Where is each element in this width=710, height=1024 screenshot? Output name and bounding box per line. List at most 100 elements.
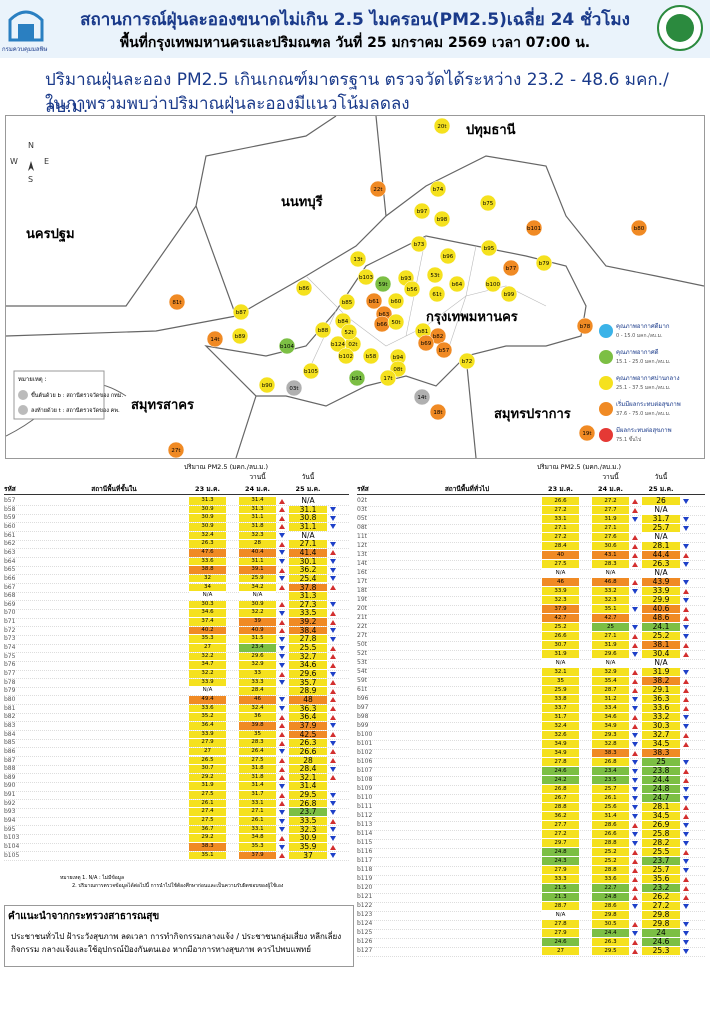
trend-arrow: [632, 831, 638, 837]
station-code: 54t: [357, 668, 367, 675]
station-code: b115: [357, 839, 373, 846]
pm-value: 34.5: [642, 812, 680, 820]
pm-value: 32.7: [289, 653, 327, 661]
trend-arrow: [330, 766, 336, 772]
trend-arrow: [632, 948, 638, 954]
pm-value: 31.3: [189, 497, 226, 505]
header-rule: [357, 494, 705, 495]
pm-value: 31.3: [239, 505, 276, 514]
pm-value: 26.9: [642, 821, 680, 829]
pm-value: 24.8: [542, 848, 579, 856]
trend-arrow: [683, 768, 689, 774]
station-code: b122: [357, 902, 373, 909]
pm-value: 27.8: [542, 920, 579, 928]
province: ปทุมธานี: [466, 122, 516, 138]
row-rule: [357, 910, 705, 912]
pm-value: 32.2: [189, 670, 226, 678]
pm-value: 29.3: [592, 731, 629, 739]
svg-text:W: W: [10, 157, 18, 166]
pm-value: 23.5: [592, 776, 629, 784]
pm-value: 29.9: [642, 596, 680, 604]
pm-value: 29.1: [642, 686, 680, 694]
trend-arrow: [279, 507, 285, 513]
station-code: 52t: [357, 650, 367, 657]
trend-arrow: [683, 921, 689, 927]
trend-arrow: [330, 809, 336, 815]
pm-value: 36.4: [289, 713, 327, 721]
pm-value: 23.7: [289, 808, 327, 817]
trend-arrow: [279, 740, 285, 746]
row-rule: [357, 874, 705, 876]
station-marker: [413, 388, 431, 406]
station-label: b103: [359, 275, 373, 281]
trend-arrow: [279, 662, 285, 668]
pm-value: 37: [289, 851, 327, 860]
row-rule: [4, 859, 349, 861]
map: ปทุมธานี นนทบุรี นครปฐม กรุงเทพมหานคร สม…: [5, 115, 705, 459]
row-rule: [4, 695, 349, 697]
pm-value: N/A: [189, 592, 226, 600]
station-label: b79: [539, 261, 550, 267]
station-code: 03t: [357, 506, 367, 513]
group-header: ปริมาณ PM2.5 (มคก./ลบ.ม.): [537, 463, 622, 471]
station-label: b81: [418, 329, 429, 335]
row-rule: [4, 522, 349, 524]
station-code: b80: [4, 695, 16, 703]
trend-arrow: [330, 749, 336, 755]
station-code: b65: [4, 566, 16, 574]
trend-arrow: [279, 827, 285, 833]
trend-arrow: [330, 697, 336, 703]
row-rule: [357, 550, 705, 552]
station-marker: [410, 235, 428, 253]
station-label: 61t: [432, 292, 442, 298]
pm-value: 31.3: [289, 592, 327, 600]
station-code: b84: [4, 730, 16, 738]
trend-arrow: [683, 597, 689, 603]
trend-arrow: [683, 687, 689, 693]
trend-arrow: [683, 804, 689, 810]
province: สมุทรสาคร: [131, 398, 194, 413]
pm-value: 27.9: [189, 739, 226, 747]
station-marker: [362, 347, 380, 365]
station-marker: [479, 194, 497, 212]
station-code: b88: [4, 765, 16, 773]
row-rule: [357, 919, 705, 921]
station-code: 14t: [357, 560, 367, 567]
station-label: b78: [580, 324, 591, 330]
trend-arrow: [632, 669, 638, 675]
station-code: 18t: [357, 587, 367, 594]
station-code: b101: [357, 740, 373, 747]
row-rule: [4, 600, 349, 602]
station-code: b121: [357, 893, 373, 900]
pm-value: 34.9: [542, 749, 579, 757]
row-rule: [357, 892, 705, 894]
pm-value: 27.5: [189, 817, 226, 825]
trend-arrow: [683, 516, 689, 522]
pm-value: N/A: [642, 506, 680, 514]
legend-box: [596, 316, 702, 456]
trend-arrow: [632, 705, 638, 711]
pm-value: 27.7: [592, 506, 629, 514]
station-marker: [258, 376, 276, 394]
pm-value: 37.9: [239, 851, 276, 860]
trend-arrow: [632, 903, 638, 909]
trend-arrow: [632, 723, 638, 729]
station-marker: [340, 323, 358, 341]
row-rule: [357, 739, 705, 741]
trend-arrow: [683, 894, 689, 900]
legend-swatch: [599, 350, 613, 364]
pm-value: 29.5: [592, 947, 629, 955]
row-rule: [4, 712, 349, 714]
trend-arrow: [683, 588, 689, 594]
station-marker: [278, 337, 296, 355]
station-label: b80: [634, 226, 645, 232]
pm-value: 24.4: [592, 929, 629, 937]
row-rule: [4, 626, 349, 628]
trend-arrow: [683, 651, 689, 657]
row-rule: [357, 631, 705, 633]
date-header: 23 ม.ค.: [195, 485, 220, 493]
trend-arrow: [632, 876, 638, 882]
row-rule: [4, 634, 349, 636]
station-code: 16t: [357, 569, 367, 576]
trend-arrow: [683, 876, 689, 882]
